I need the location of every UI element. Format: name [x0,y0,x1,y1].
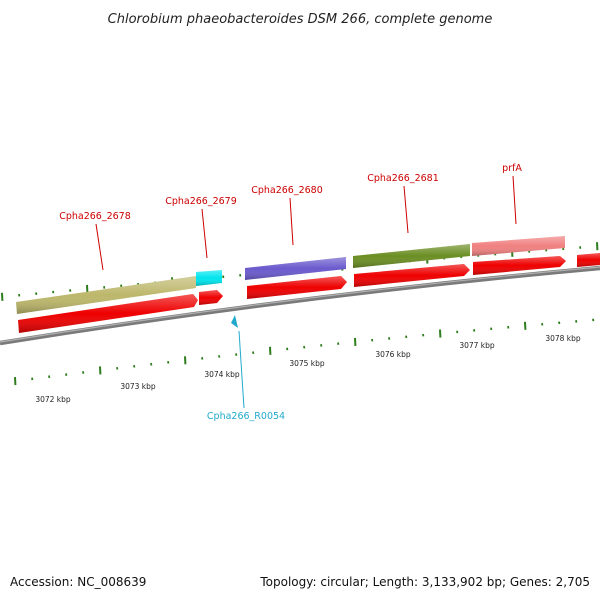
label-leader-cpha266-2681 [404,186,408,233]
rna-feature-marker[interactable] [231,315,238,328]
label-leader-cpha266-2680 [290,198,293,245]
label-leader-cpha266-r0054 [239,331,244,408]
kbp-label-3074: 3074 kbp [204,370,240,379]
gene-feature-cpha266-2679[interactable] [196,270,222,286]
map-title: Chlorobium phaeobacteroides DSM 266, com… [108,12,493,27]
kbp-label-3073: 3073 kbp [120,382,156,391]
genome-backbone [0,268,600,343]
kbp-label-3072: 3072 kbp [35,395,71,404]
rna-label-cpha266-r0054[interactable]: Cpha266_R0054 [207,411,285,422]
gene-feature-cpha266-2681[interactable] [353,244,470,268]
gene-feature-cpha266-2680[interactable] [245,257,346,280]
kbp-label-3076: 3076 kbp [375,350,411,359]
cds-arrow-next[interactable] [577,253,600,267]
kbp-label-3077: 3077 kbp [459,341,495,350]
label-leader-prfa [513,176,516,224]
label-leader-cpha266-2678 [96,224,103,270]
kbp-label-3075: 3075 kbp [289,359,325,368]
gene-feature-prfa[interactable] [472,236,565,256]
gene-label-cpha266-2679[interactable]: Cpha266_2679 [165,196,237,207]
accession-text: Accession: NC_008639 [10,575,146,589]
kbp-label-3078: 3078 kbp [545,334,581,343]
gene-label-cpha266-2680[interactable]: Cpha266_2680 [251,185,323,196]
gene-label-cpha266-2681[interactable]: Cpha266_2681 [367,173,439,184]
gene-label-cpha266-2678[interactable]: Cpha266_2678 [59,211,131,222]
gene-label-prfa[interactable]: prfA [502,163,522,174]
cds-arrow-cpha266-2679[interactable] [199,290,223,305]
label-leader-cpha266-2679 [202,209,207,258]
topology-text: Topology: circular; Length: 3,133,902 bp… [260,575,590,589]
